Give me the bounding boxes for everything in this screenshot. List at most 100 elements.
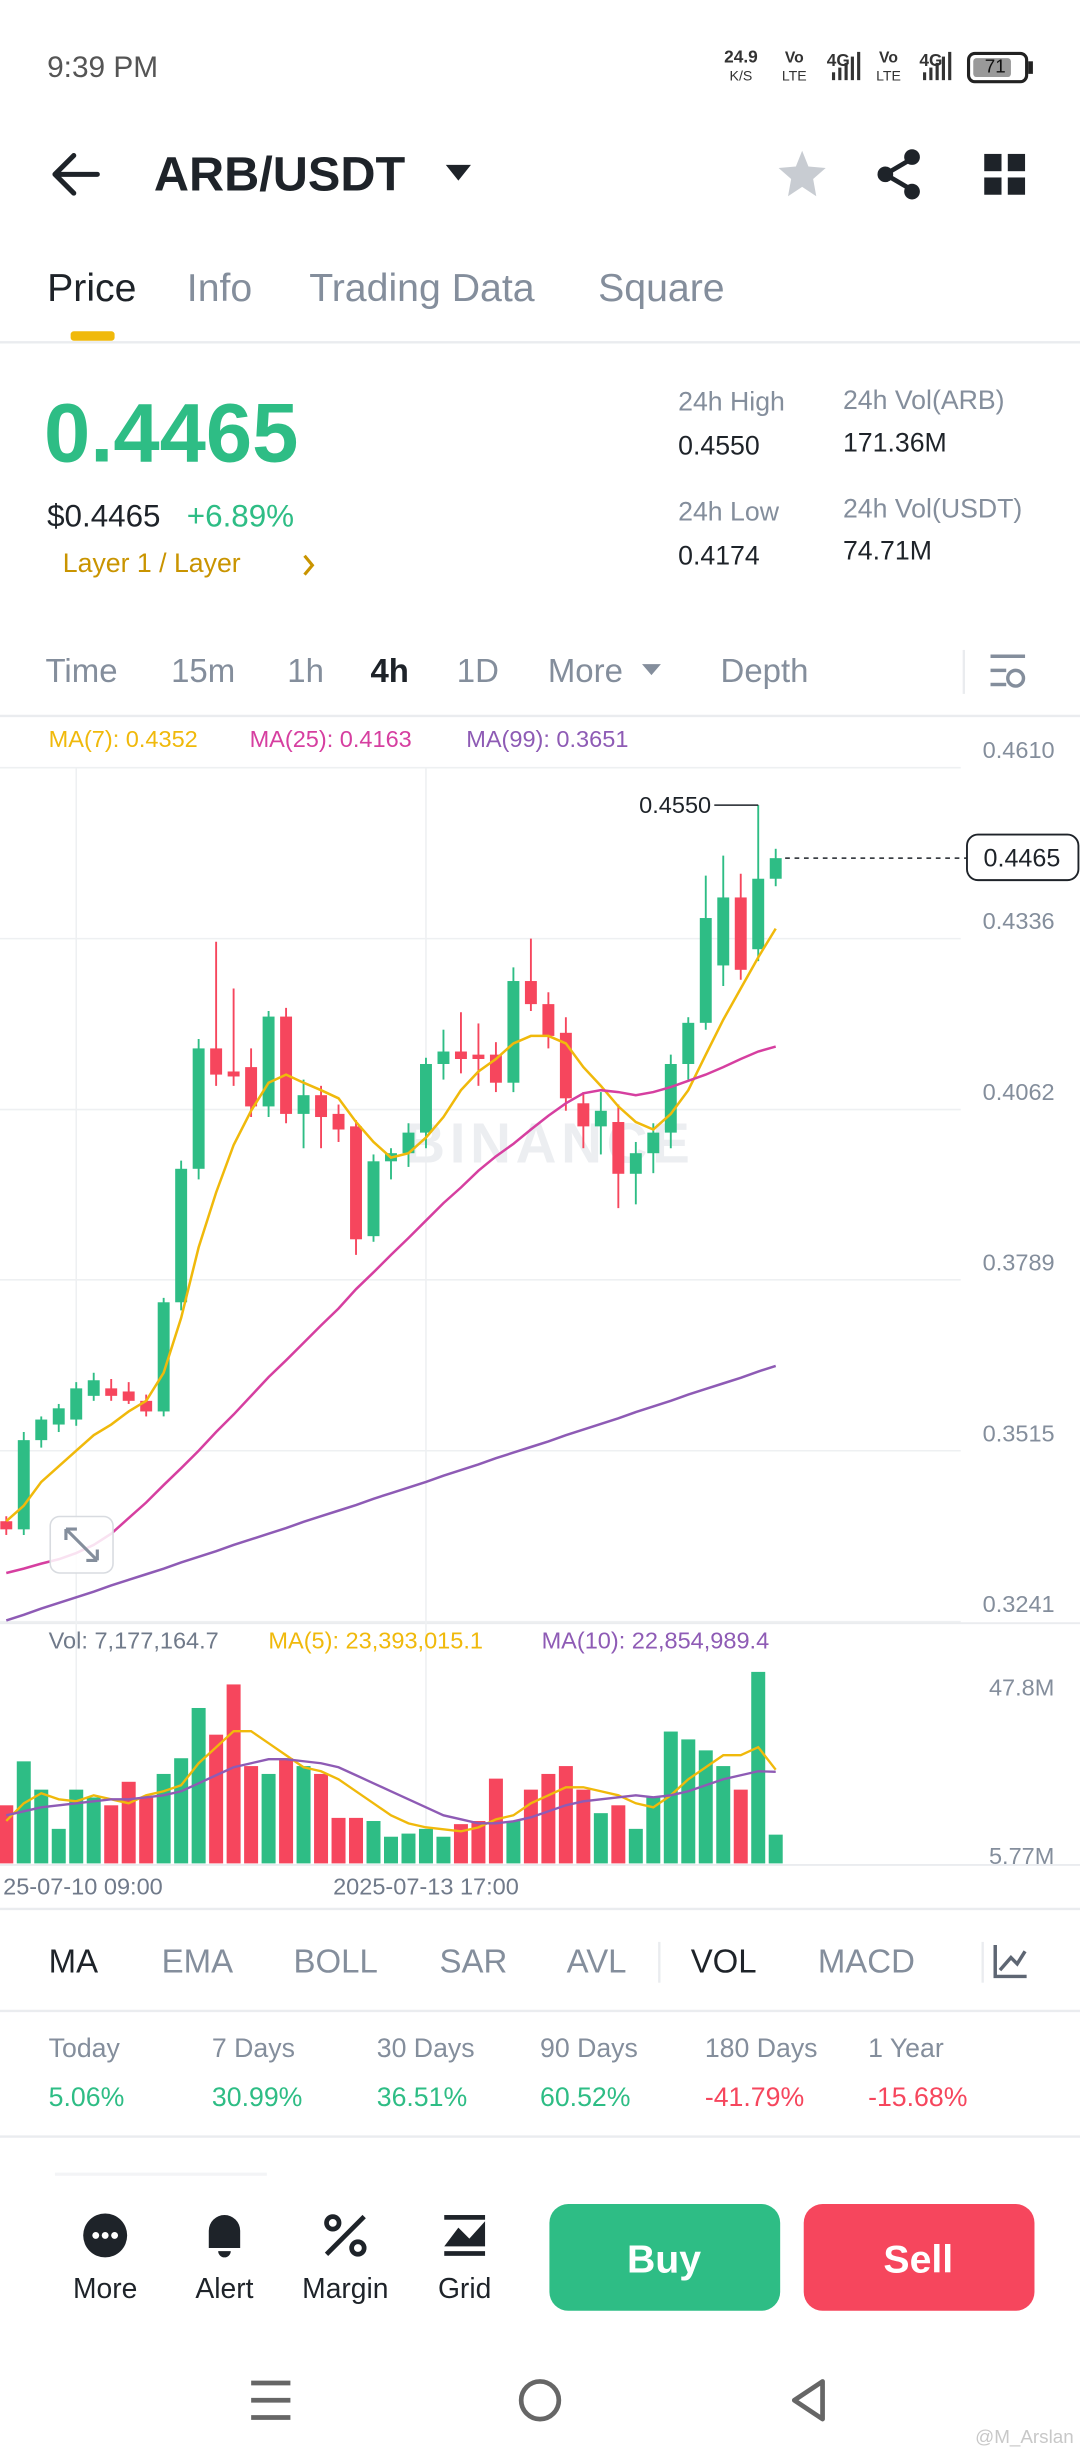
signal-2: [923, 51, 952, 81]
indicator[interactable]: AVL: [567, 1943, 627, 1980]
action-label[interactable]: Grid: [438, 2272, 491, 2304]
interval[interactable]: More: [548, 652, 623, 689]
interval[interactable]: Time: [46, 652, 118, 689]
tab[interactable]: Trading Data: [309, 266, 535, 310]
sell-button[interactable]: [803, 2204, 1035, 2311]
tag-arrow: [303, 554, 315, 576]
watermark: BINANCE: [404, 1112, 694, 1175]
y-tick-label: 0.3241: [983, 1591, 1055, 1617]
y-tick-label: 0.4610: [983, 737, 1055, 763]
period-change: -15.68%: [868, 2082, 967, 2112]
stat-label: 24h Vol(ARB): [843, 385, 1005, 415]
sell-label[interactable]: Sell: [883, 2237, 953, 2281]
candle-body: [70, 1388, 83, 1420]
volume-bar: [751, 1671, 766, 1864]
indicator[interactable]: MA: [49, 1943, 98, 1980]
candle-body: [175, 1168, 188, 1303]
indicator-settings[interactable]: [993, 1945, 1027, 1979]
candle-body: [577, 1103, 590, 1127]
interval[interactable]: 15m: [171, 652, 235, 689]
indicator[interactable]: VOL: [691, 1943, 757, 1980]
volume-bar: [156, 1773, 171, 1864]
grid-menu[interactable]: [984, 153, 1026, 195]
interval[interactable]: Depth: [721, 652, 809, 689]
volte: Vo: [785, 49, 804, 66]
volume-bar: [314, 1773, 329, 1864]
volume-bar: [471, 1821, 486, 1864]
action-label[interactable]: Alert: [195, 2272, 253, 2304]
indicator[interactable]: EMA: [162, 1943, 233, 1980]
candle-body: [52, 1408, 65, 1425]
candle-body: [0, 1521, 13, 1530]
action-label[interactable]: Margin: [302, 2272, 388, 2304]
volte: Vo: [879, 49, 898, 66]
sector-tag[interactable]: Layer 1 / Layer: [63, 548, 241, 578]
buy-label[interactable]: Buy: [627, 2237, 701, 2281]
tab[interactable]: Square: [598, 266, 725, 310]
candle-body: [682, 1022, 695, 1064]
stat-value: 0.4174: [678, 540, 760, 570]
lte: LTE: [876, 68, 901, 84]
last-price-tag: [966, 833, 1080, 882]
volume-bar: [436, 1836, 451, 1864]
legend-item: MA(7): 0.4352: [49, 726, 198, 752]
net-speed: 24.9: [724, 47, 758, 67]
volume-bar: [296, 1766, 311, 1864]
performance: Today 5.06% 7 Days 30.99% 30 Days 36.51% 90 Da…: [49, 2033, 968, 2112]
candle-body: [105, 1388, 118, 1396]
nav-menu[interactable]: [251, 2380, 291, 2420]
volume-bar: [418, 1828, 433, 1864]
volume-bar: [139, 1797, 154, 1864]
nav-home[interactable]: [518, 2379, 562, 2422]
candle-body: [332, 1113, 345, 1130]
buy-button[interactable]: [549, 2204, 781, 2311]
volume-bar: [0, 1805, 14, 1864]
volume-bar: [191, 1707, 206, 1864]
legend-item: Vol: 7,177,164.7: [49, 1627, 219, 1653]
volume-bar: [611, 1805, 626, 1864]
period-change: 60.52%: [540, 2082, 630, 2112]
pair-title[interactable]: ARB/USDT: [154, 147, 406, 201]
period-label: 90 Days: [540, 2033, 638, 2063]
indicator[interactable]: SAR: [440, 1943, 508, 1980]
ma-line: [5, 927, 777, 1523]
stat-label: 24h Vol(USDT): [843, 493, 1022, 523]
indicator[interactable]: MACD: [818, 1943, 915, 1980]
candle-body: [524, 981, 537, 1005]
nav-back[interactable]: [791, 2379, 825, 2422]
volume-bar: [279, 1758, 294, 1864]
interval[interactable]: 4h: [370, 652, 408, 689]
tab[interactable]: Price: [47, 266, 136, 310]
action-label[interactable]: More: [73, 2272, 137, 2304]
alert-icon[interactable]: [208, 2215, 241, 2258]
interval[interactable]: 1D: [457, 652, 499, 689]
volume-bar: [261, 1773, 276, 1864]
favorite-star[interactable]: [778, 150, 826, 197]
volume-bar: [104, 1805, 119, 1864]
interval[interactable]: 1h: [287, 652, 324, 689]
tab[interactable]: Info: [187, 266, 252, 310]
stat-label: 24h High: [678, 387, 785, 417]
margin-icon[interactable]: [324, 2214, 367, 2257]
indicator[interactable]: BOLL: [294, 1943, 378, 1980]
volume-bar: [733, 1789, 748, 1864]
ma-line: [5, 1045, 777, 1575]
candle-body: [315, 1095, 328, 1118]
grid-icon[interactable]: [444, 2215, 486, 2256]
candle-body: [489, 1054, 502, 1083]
candle-body: [594, 1110, 607, 1127]
candle-body: [699, 918, 712, 1023]
expand-icon: [64, 1527, 99, 1563]
back-button[interactable]: [52, 152, 100, 196]
legend-item: MA(25): 0.4163: [250, 726, 412, 752]
share-button[interactable]: [877, 149, 920, 200]
tab-indicator: [70, 331, 115, 341]
stat-value: 171.36M: [843, 427, 947, 457]
candle-body: [542, 1004, 555, 1036]
period-label: 7 Days: [212, 2033, 295, 2063]
period-change: 5.06%: [49, 2082, 125, 2112]
chart-settings[interactable]: [990, 654, 1026, 688]
pair-dropdown[interactable]: [445, 164, 471, 181]
x-tick-label: 2025-07-13 17:00: [333, 1874, 519, 1900]
